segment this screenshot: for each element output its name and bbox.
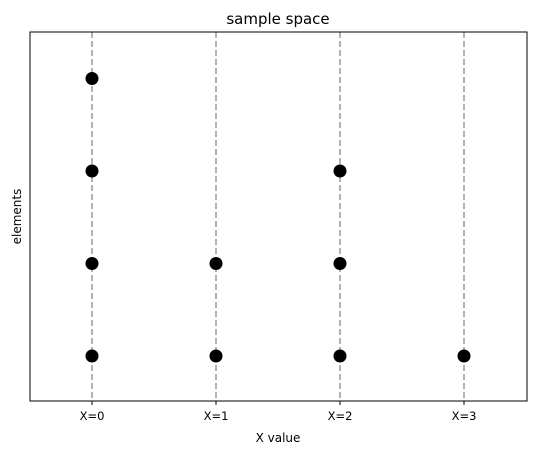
- guide-lines: [91, 32, 465, 401]
- x-axis-label: X value: [256, 431, 301, 445]
- data-point-6: [333, 349, 347, 363]
- x-axis-ticks: X=0 X=1 X=2 X=3: [80, 401, 477, 423]
- data-point-4: [209, 349, 223, 363]
- data-point-9: [457, 349, 471, 363]
- x-tick-label-3: X=3: [452, 409, 477, 423]
- plot-area-frame: [29, 31, 528, 402]
- chart-title: sample space: [226, 10, 329, 28]
- x-tick-label-2: X=2: [328, 409, 353, 423]
- x-tick-label-0: X=0: [80, 409, 105, 423]
- data-point-2: [85, 164, 99, 178]
- data-points: [85, 72, 471, 363]
- data-point-3: [85, 72, 99, 85]
- x-tick-label-1: X=1: [204, 409, 229, 423]
- data-point-1: [85, 257, 99, 270]
- data-point-5: [209, 257, 223, 270]
- data-point-0: [85, 349, 99, 363]
- data-point-7: [333, 257, 347, 270]
- y-axis-label: elements: [10, 189, 24, 245]
- data-point-8: [333, 164, 347, 178]
